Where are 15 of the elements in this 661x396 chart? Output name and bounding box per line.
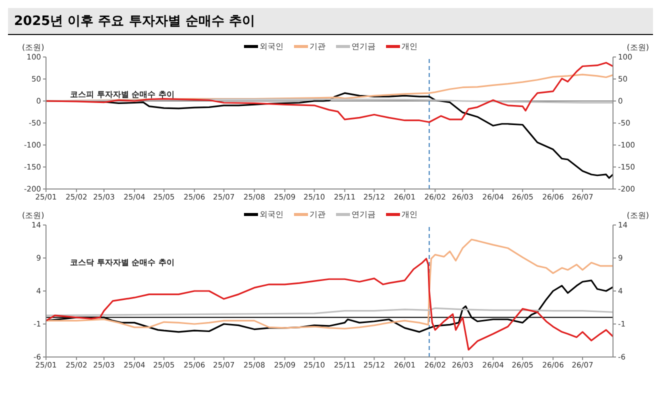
y2-axis-title: (조원) — [626, 42, 649, 53]
legend-label: 외국인 — [260, 41, 284, 52]
chart-title: 2025년 이후 주요 투자자별 순매수 추이 — [8, 8, 653, 35]
legend-label: 외국인 — [260, 209, 284, 220]
legend-label: 기관 — [310, 209, 326, 220]
legend-label: 기관 — [310, 41, 326, 52]
y-axis-title: (조원) — [22, 210, 44, 221]
legend-label: 개인 — [402, 41, 418, 52]
y-axis-title: (조원) — [22, 42, 44, 53]
annotation: 코스피 투자자별 순매수 추이 — [70, 89, 174, 100]
y2-axis-title: (조원) — [626, 210, 649, 221]
legend-label: 연기금 — [352, 209, 376, 220]
legend-label: 연기금 — [352, 41, 376, 52]
annotation: 코스닥 투자자별 순매수 추이 — [70, 257, 174, 268]
legend-label: 개인 — [402, 209, 418, 220]
